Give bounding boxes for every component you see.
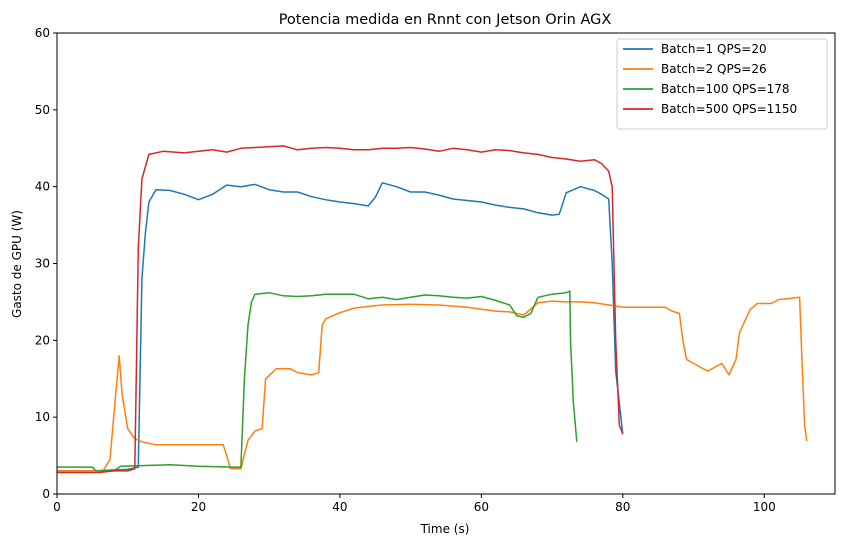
legend-label-1: Batch=1 QPS=20	[661, 42, 767, 56]
y-axis: 0 10 20 30 40 50 60	[35, 26, 57, 501]
y-tick-label: 60	[35, 26, 50, 40]
y-axis-title: Gasto de GPU (W)	[10, 210, 24, 318]
series-line-3	[57, 290, 578, 472]
x-tick-label: 80	[615, 500, 630, 514]
x-tick-label: 0	[53, 500, 61, 514]
y-tick-label: 40	[35, 180, 50, 194]
x-tick-label: 100	[753, 500, 776, 514]
series-line-1	[57, 182, 624, 472]
y-tick-label: 30	[35, 257, 50, 271]
series-line-4	[57, 145, 624, 474]
x-axis: 0 20 40 60 80 100	[53, 494, 776, 514]
y-tick-label: 0	[42, 487, 50, 501]
y-tick-label: 20	[35, 333, 50, 347]
chart-title: Potencia medida en Rnnt con Jetson Orin …	[279, 12, 612, 28]
x-axis-title: Time (s)	[420, 522, 470, 536]
x-tick-label: 20	[191, 500, 206, 514]
y-tick-label: 50	[35, 103, 50, 117]
legend-label-3: Batch=100 QPS=178	[661, 82, 790, 96]
series-layer	[57, 145, 808, 474]
legend-label-4: Batch=500 QPS=1150	[661, 102, 797, 116]
legend: Batch=1 QPS=20 Batch=2 QPS=26 Batch=100 QP…	[616, 38, 828, 130]
x-tick-label: 60	[474, 500, 489, 514]
x-tick-label: 40	[332, 500, 347, 514]
legend-label-2: Batch=2 QPS=26	[661, 62, 767, 76]
legend-box	[616, 38, 828, 130]
y-tick-label: 10	[35, 410, 50, 424]
series-line-2	[57, 296, 808, 472]
